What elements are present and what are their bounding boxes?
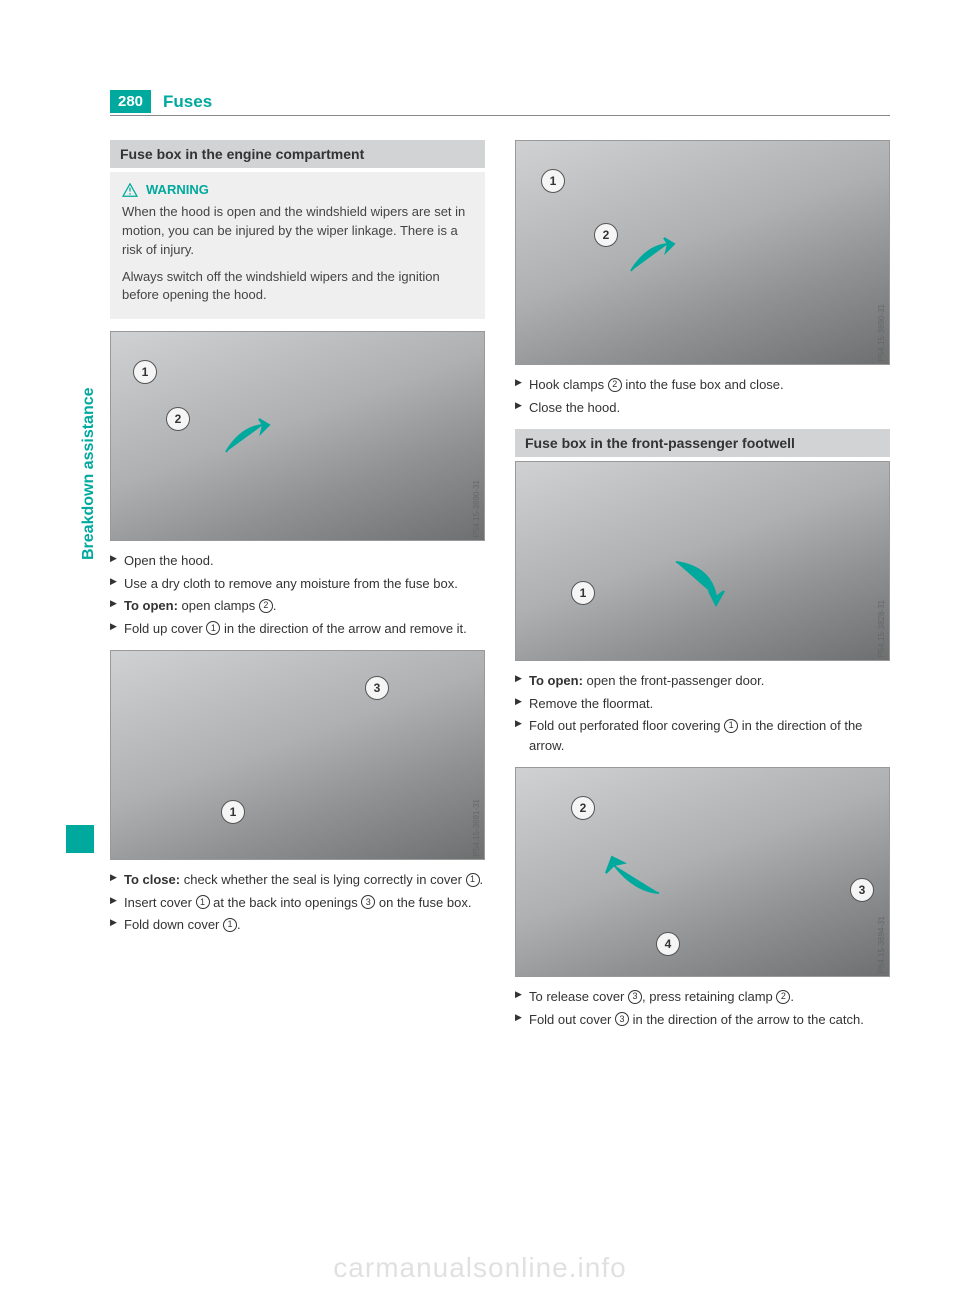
watermark: carmanualsonline.info [0, 1252, 960, 1284]
section-heading: Fuse box in the engine compartment [110, 140, 485, 168]
figure-credit: P54.15-3691-31 [472, 799, 481, 856]
callout-label: 2 [166, 407, 190, 431]
arrow-icon [221, 417, 271, 457]
step-item: Insert cover 1 at the back into openings… [110, 893, 485, 913]
callout-label: 2 [594, 223, 618, 247]
warning-icon [122, 183, 138, 197]
figure-credit: P54.15-3694-31 [877, 916, 886, 973]
callout-label: 3 [850, 878, 874, 902]
figure-credit: P54.15-3690-31 [877, 304, 886, 361]
section-heading: Fuse box in the front-passenger footwell [515, 429, 890, 457]
page-number: 280 [110, 90, 151, 113]
warning-paragraph: Always switch off the windshield wipers … [122, 268, 473, 306]
step-item: Fold down cover 1. [110, 915, 485, 935]
side-tab-label: Breakdown assistance [80, 387, 98, 560]
callout-label: 1 [221, 800, 245, 824]
step-item: Use a dry cloth to remove any moisture f… [110, 574, 485, 594]
step-list: Open the hood. Use a dry cloth to remove… [110, 551, 485, 638]
callout-label: 1 [571, 581, 595, 605]
left-column: Fuse box in the engine compartment WARNI… [110, 140, 485, 1041]
step-item: To release cover 3, press retaining clam… [515, 987, 890, 1007]
figure-engine-compartment-2: 3 1 P54.15-3691-31 [110, 650, 485, 860]
figure-engine-compartment-1: 1 2 P54.15-3690-31 [110, 331, 485, 541]
callout-label: 3 [365, 676, 389, 700]
step-item: Remove the floormat. [515, 694, 890, 714]
figure-engine-compartment-3: 1 2 P54.15-3690-31 [515, 140, 890, 365]
page-title: Fuses [163, 92, 212, 112]
callout-label: 1 [541, 169, 565, 193]
page-header: 280 Fuses [110, 90, 212, 113]
side-tab-block [66, 825, 94, 853]
warning-paragraph: When the hood is open and the windshield… [122, 203, 473, 260]
right-column: 1 2 P54.15-3690-31 Hook clamps 2 into th… [515, 140, 890, 1041]
arrow-icon [666, 557, 726, 607]
callout-label: 4 [656, 932, 680, 956]
step-item: Close the hood. [515, 398, 890, 418]
figure-footwell-1: 1 P54.15-3828-31 [515, 461, 890, 661]
callout-label: 2 [571, 796, 595, 820]
step-list: Hook clamps 2 into the fuse box and clos… [515, 375, 890, 417]
step-item: Hook clamps 2 into the fuse box and clos… [515, 375, 890, 395]
warning-box: WARNING When the hood is open and the wi… [110, 172, 485, 319]
step-item: Open the hood. [110, 551, 485, 571]
arrow-icon [604, 853, 664, 903]
header-rule [110, 115, 890, 116]
step-item: Fold up cover 1 in the direction of the … [110, 619, 485, 639]
figure-footwell-2: 2 3 4 P54.15-3694-31 [515, 767, 890, 977]
arrow-icon [626, 236, 676, 276]
step-list: To open: open the front-passenger door. … [515, 671, 890, 755]
step-item: To close: check whether the seal is lyin… [110, 870, 485, 890]
callout-label: 1 [133, 360, 157, 384]
step-item: Fold out perforated floor covering 1 in … [515, 716, 890, 755]
step-item: Fold out cover 3 in the direction of the… [515, 1010, 890, 1030]
step-item: To open: open the front-passenger door. [515, 671, 890, 691]
warning-label: WARNING [146, 182, 209, 197]
step-item: To open: open clamps 2. [110, 596, 485, 616]
step-list: To release cover 3, press retaining clam… [515, 987, 890, 1029]
figure-credit: P54.15-3690-31 [472, 480, 481, 537]
figure-credit: P54.15-3828-31 [877, 600, 886, 657]
step-list: To close: check whether the seal is lyin… [110, 870, 485, 935]
